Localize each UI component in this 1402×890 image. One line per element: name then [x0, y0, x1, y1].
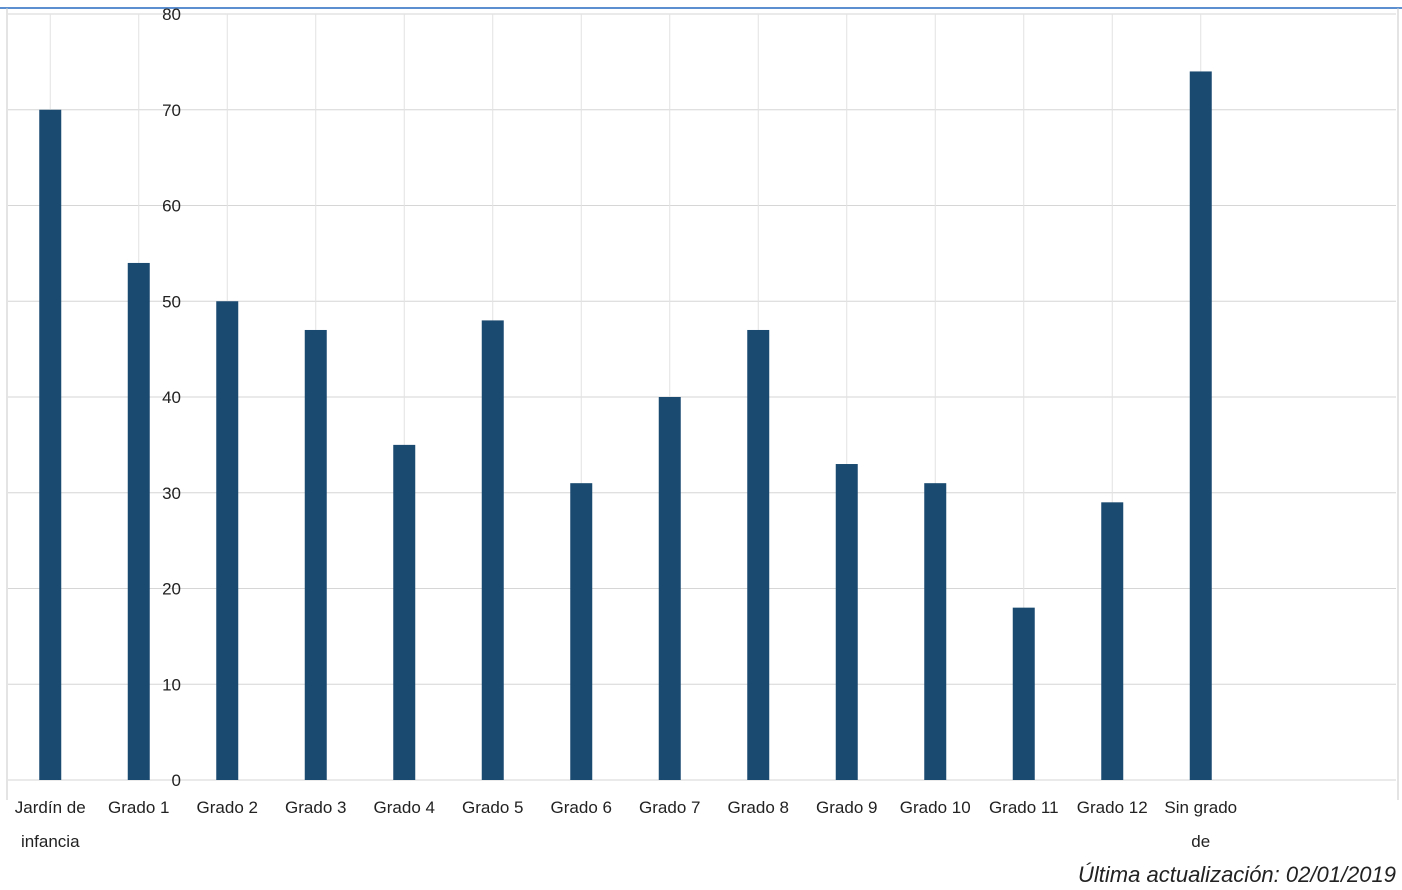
- y-tick-label-0: 0: [172, 771, 181, 790]
- y-tick-label-6: 60: [162, 197, 181, 216]
- bar-12: [1101, 502, 1124, 780]
- x-tick-label-0: Jardín de infancia: [15, 798, 86, 851]
- last-updated-note: Última actualización: 02/01/2019: [1078, 862, 1396, 887]
- x-tick-label-9: Grado 9: [816, 798, 877, 817]
- bar-0: [39, 109, 62, 780]
- x-tick-label-13: Sin grado de: [1164, 798, 1237, 851]
- x-tick-label-5: Grado 5: [462, 798, 523, 817]
- bar-8: [747, 329, 770, 780]
- bar-9: [835, 464, 858, 780]
- bar-3: [304, 329, 327, 780]
- bar-5: [481, 320, 504, 780]
- x-tick-label-7: Grado 7: [639, 798, 700, 817]
- x-tick-label-8: Grado 8: [728, 798, 789, 817]
- bar-1: [127, 262, 150, 780]
- bar-10: [924, 483, 947, 780]
- x-tick-label-4: Grado 4: [374, 798, 435, 817]
- x-tick-label-3: Grado 3: [285, 798, 346, 817]
- y-tick-label-1: 10: [162, 675, 181, 694]
- bar-11: [1012, 607, 1035, 780]
- bar-6: [570, 483, 593, 780]
- x-tick-label-6: Grado 6: [551, 798, 612, 817]
- x-axis-tick-labels: Jardín de infancia Grado 1 Grado 2 Grado 3 Gr…: [15, 798, 1237, 851]
- bars: [39, 71, 1212, 780]
- grid-lines: [8, 13, 1396, 781]
- x-tick-label-2: Grado 2: [197, 798, 258, 817]
- y-tick-label-5: 50: [162, 292, 181, 311]
- x-tick-label-11: Grado 11: [989, 798, 1059, 817]
- y-tick-label-7: 70: [162, 101, 181, 120]
- bar-2: [216, 301, 239, 780]
- y-tick-label-3: 30: [162, 484, 181, 503]
- x-tick-label-10: Grado 10: [900, 798, 971, 817]
- y-tick-label-4: 40: [162, 388, 181, 407]
- y-tick-label-8: 80: [162, 5, 181, 24]
- x-tick-label-1: Grado 1: [108, 798, 169, 817]
- y-axis-tick-labels: 0 10 20 30 40 50 60 70 80: [162, 5, 181, 790]
- bar-7: [658, 397, 681, 780]
- bar-13: [1189, 71, 1212, 780]
- x-tick-label-12: Grado 12: [1077, 798, 1148, 817]
- bar-4: [393, 444, 416, 780]
- y-tick-label-2: 20: [162, 580, 181, 599]
